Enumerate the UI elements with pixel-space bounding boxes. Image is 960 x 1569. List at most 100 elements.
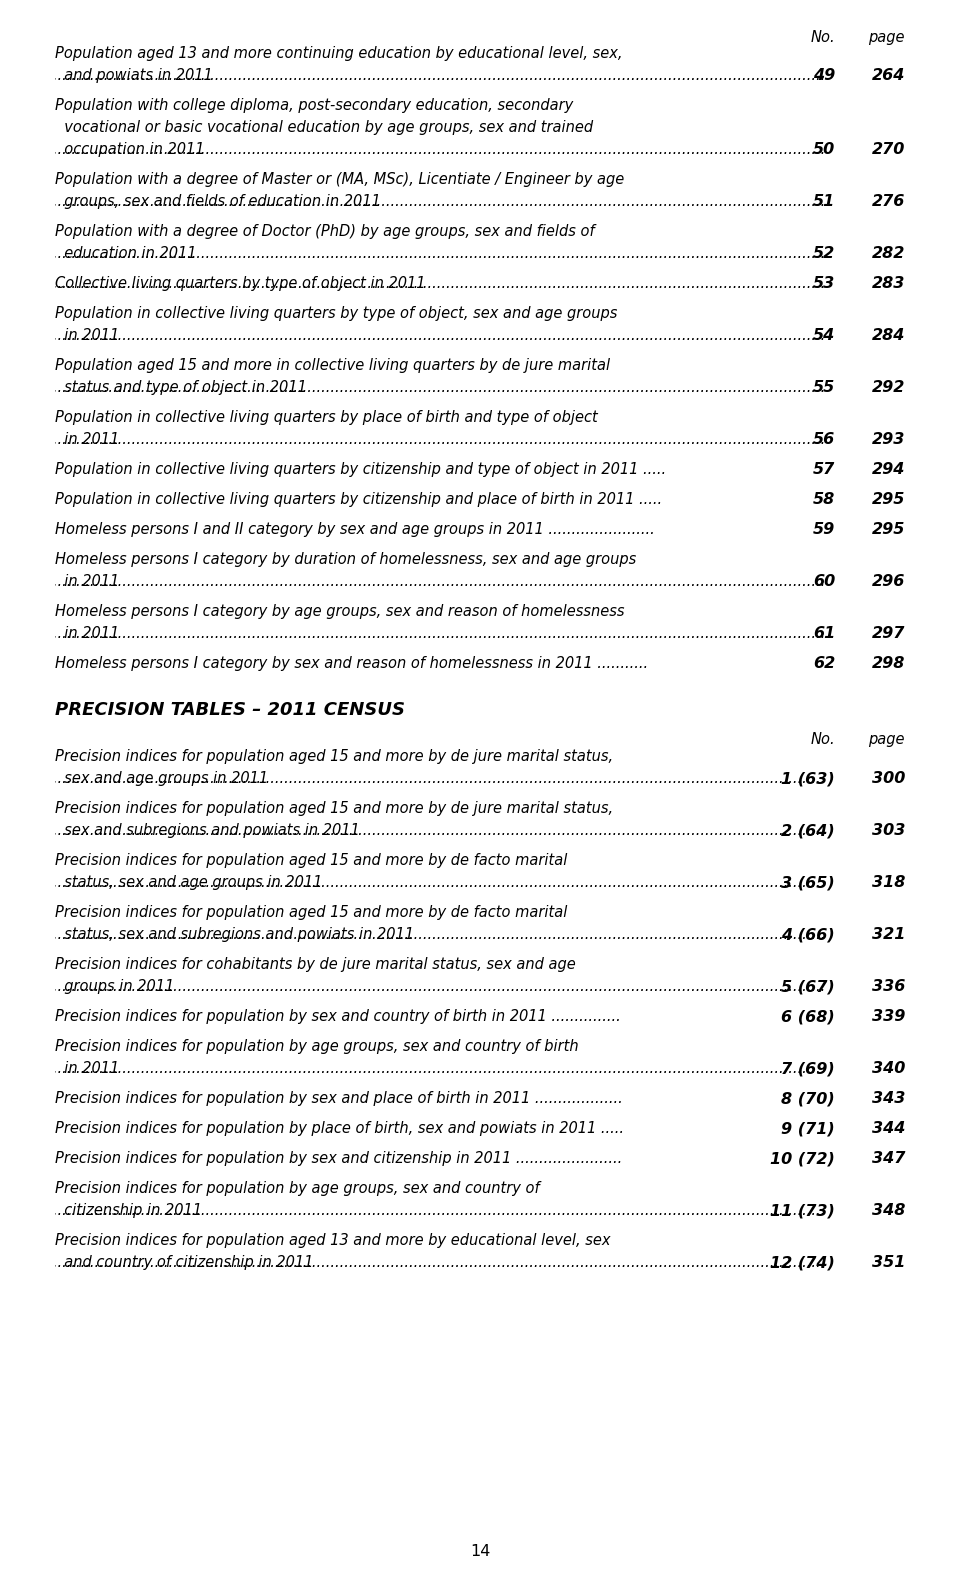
Text: 276: 276: [872, 195, 905, 209]
Text: Homeless persons I and II category by sex and age groups in 2011 ...............: Homeless persons I and II category by se…: [55, 522, 655, 537]
Text: 339: 339: [872, 1009, 905, 1025]
Text: 12 (74): 12 (74): [770, 1255, 835, 1271]
Text: Precision indices for population aged 15 and more by de facto marital: Precision indices for population aged 15…: [55, 905, 567, 921]
Text: and powiats in 2011: and powiats in 2011: [55, 67, 213, 83]
Text: 51: 51: [813, 195, 835, 209]
Text: Precision indices for population by age groups, sex and country of: Precision indices for population by age …: [55, 1181, 540, 1197]
Text: Precision indices for population aged 15 and more by de jure marital status,: Precision indices for population aged 15…: [55, 750, 613, 764]
Text: 4 (66): 4 (66): [781, 927, 835, 943]
Text: 283: 283: [872, 276, 905, 290]
Text: ................................................................................: ........................................…: [0, 1255, 890, 1271]
Text: and country of citizenship in 2011: and country of citizenship in 2011: [55, 1255, 313, 1271]
Text: Population with a degree of Doctor (PhD) by age groups, sex and fields of: Population with a degree of Doctor (PhD)…: [55, 224, 594, 238]
Text: 297: 297: [872, 626, 905, 642]
Text: in 2011: in 2011: [55, 574, 119, 588]
Text: in 2011: in 2011: [55, 431, 119, 447]
Text: status and type of object in 2011: status and type of object in 2011: [55, 380, 307, 395]
Text: Population in collective living quarters by type of object, sex and age groups: Population in collective living quarters…: [55, 306, 617, 322]
Text: Homeless persons I category by age groups, sex and reason of homelessness: Homeless persons I category by age group…: [55, 604, 625, 620]
Text: 303: 303: [872, 824, 905, 838]
Text: 295: 295: [872, 493, 905, 507]
Text: Homeless persons I category by duration of homelessness, sex and age groups: Homeless persons I category by duration …: [55, 552, 636, 566]
Text: 270: 270: [872, 143, 905, 157]
Text: 57: 57: [813, 461, 835, 477]
Text: 58: 58: [813, 493, 835, 507]
Text: sex and age groups in 2011: sex and age groups in 2011: [55, 772, 268, 786]
Text: 50: 50: [813, 143, 835, 157]
Text: Population in collective living quarters by citizenship and type of object in 20: Population in collective living quarters…: [55, 461, 666, 477]
Text: in 2011: in 2011: [55, 328, 119, 344]
Text: ................................................................................: ........................................…: [0, 1203, 890, 1219]
Text: 343: 343: [872, 1092, 905, 1106]
Text: Homeless persons I category by sex and reason of homelessness in 2011 ..........: Homeless persons I category by sex and r…: [55, 656, 648, 672]
Text: No.: No.: [810, 731, 835, 747]
Text: Population aged 15 and more in collective living quarters by de jure marital: Population aged 15 and more in collectiv…: [55, 358, 611, 373]
Text: ................................................................................: ........................................…: [0, 574, 890, 588]
Text: 296: 296: [872, 574, 905, 588]
Text: ................................................................................: ........................................…: [0, 1061, 890, 1076]
Text: 10 (72): 10 (72): [770, 1152, 835, 1166]
Text: 284: 284: [872, 328, 905, 344]
Text: status, sex and subregions and powiats in 2011: status, sex and subregions and powiats i…: [55, 927, 414, 943]
Text: 62: 62: [813, 656, 835, 672]
Text: 318: 318: [872, 876, 905, 890]
Text: ................................................................................: ........................................…: [0, 626, 890, 642]
Text: Collective living quarters by type of object in 2011: Collective living quarters by type of ob…: [55, 276, 425, 290]
Text: 3 (65): 3 (65): [781, 876, 835, 890]
Text: ................................................................................: ........................................…: [0, 431, 890, 447]
Text: in 2011: in 2011: [55, 626, 119, 642]
Text: 340: 340: [872, 1061, 905, 1076]
Text: 56: 56: [813, 431, 835, 447]
Text: 298: 298: [872, 656, 905, 672]
Text: Precision indices for population by sex and country of birth in 2011 ...........: Precision indices for population by sex …: [55, 1009, 621, 1025]
Text: citizenship in 2011: citizenship in 2011: [55, 1203, 202, 1219]
Text: 55: 55: [813, 380, 835, 395]
Text: 293: 293: [872, 431, 905, 447]
Text: education in 2011: education in 2011: [55, 246, 197, 260]
Text: 14: 14: [469, 1544, 491, 1560]
Text: page: page: [869, 731, 905, 747]
Text: 292: 292: [872, 380, 905, 395]
Text: 11 (73): 11 (73): [770, 1203, 835, 1219]
Text: 264: 264: [872, 67, 905, 83]
Text: vocational or basic vocational education by age groups, sex and trained: vocational or basic vocational education…: [55, 119, 593, 135]
Text: 347: 347: [872, 1152, 905, 1166]
Text: 60: 60: [813, 574, 835, 588]
Text: Precision indices for population aged 13 and more by educational level, sex: Precision indices for population aged 13…: [55, 1233, 611, 1249]
Text: ................................................................................: ........................................…: [0, 276, 890, 290]
Text: ................................................................................: ........................................…: [0, 824, 890, 838]
Text: 52: 52: [813, 246, 835, 260]
Text: ................................................................................: ........................................…: [0, 67, 890, 83]
Text: page: page: [869, 30, 905, 46]
Text: 294: 294: [872, 461, 905, 477]
Bar: [55, 0, 825, 1569]
Text: Population with college diploma, post-secondary education, secondary: Population with college diploma, post-se…: [55, 97, 573, 113]
Text: No.: No.: [810, 30, 835, 46]
Text: 344: 344: [872, 1122, 905, 1136]
Text: ................................................................................: ........................................…: [0, 876, 890, 890]
Text: ................................................................................: ........................................…: [0, 195, 890, 209]
Text: 348: 348: [872, 1203, 905, 1219]
Text: 6 (68): 6 (68): [781, 1009, 835, 1025]
Text: ................................................................................: ........................................…: [0, 772, 890, 786]
Text: 61: 61: [813, 626, 835, 642]
Text: 321: 321: [872, 927, 905, 943]
Text: Precision indices for cohabitants by de jure marital status, sex and age: Precision indices for cohabitants by de …: [55, 957, 576, 973]
Text: Precision indices for population by sex and place of birth in 2011 .............: Precision indices for population by sex …: [55, 1092, 623, 1106]
Text: ................................................................................: ........................................…: [0, 143, 890, 157]
Text: Precision indices for population by sex and citizenship in 2011 ................: Precision indices for population by sex …: [55, 1152, 622, 1166]
Text: 2 (64): 2 (64): [781, 824, 835, 838]
Text: 351: 351: [872, 1255, 905, 1271]
Text: 336: 336: [872, 979, 905, 995]
Text: ................................................................................: ........................................…: [0, 246, 890, 260]
Text: groups, sex and fields of education in 2011: groups, sex and fields of education in 2…: [55, 195, 381, 209]
Text: ................................................................................: ........................................…: [0, 979, 890, 995]
Text: Precision indices for population by place of birth, sex and powiats in 2011 ....: Precision indices for population by plac…: [55, 1122, 624, 1136]
Text: PRECISION TABLES – 2011 CENSUS: PRECISION TABLES – 2011 CENSUS: [55, 701, 405, 719]
Text: sex and subregions and powiats in 2011: sex and subregions and powiats in 2011: [55, 824, 360, 838]
Text: 54: 54: [813, 328, 835, 344]
Text: Population aged 13 and more continuing education by educational level, sex,: Population aged 13 and more continuing e…: [55, 46, 622, 61]
Text: 8 (70): 8 (70): [781, 1092, 835, 1106]
Text: 295: 295: [872, 522, 905, 537]
Text: Precision indices for population aged 15 and more by de jure marital status,: Precision indices for population aged 15…: [55, 802, 613, 816]
